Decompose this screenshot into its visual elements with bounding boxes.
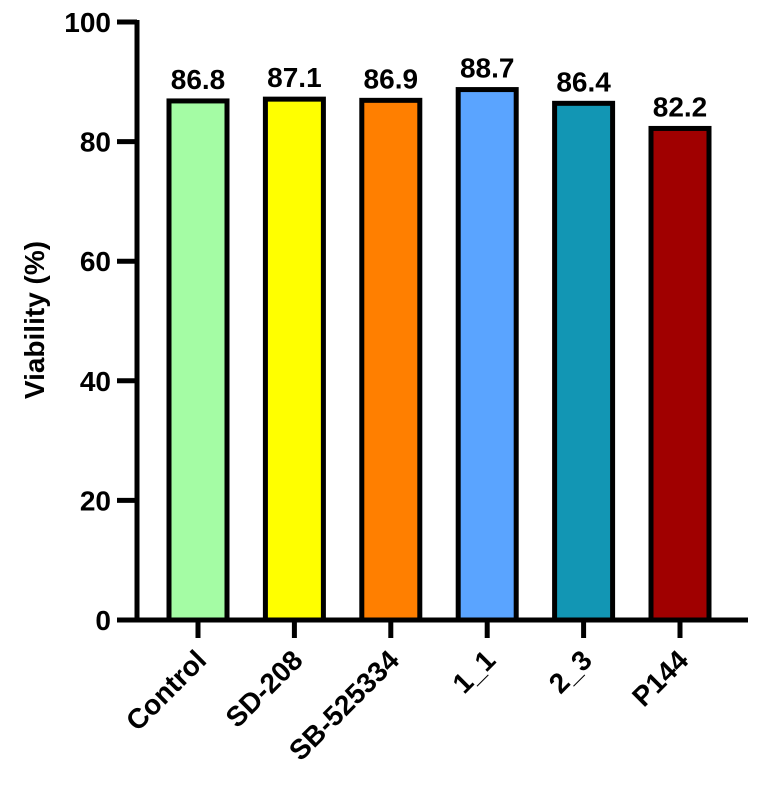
data-label: 86.9 (364, 63, 419, 94)
bar (552, 100, 616, 623)
y-tick-label: 100 (64, 7, 111, 38)
x-category-label: Control (120, 644, 212, 736)
y-tick-label: 40 (80, 366, 111, 397)
y-axis-title: Viability (%) (19, 241, 50, 399)
data-label: 82.2 (653, 91, 708, 122)
data-label: 86.4 (556, 66, 611, 97)
data-label: 88.7 (460, 53, 515, 84)
bar (359, 97, 423, 623)
bar (455, 87, 519, 623)
bar (262, 96, 326, 623)
x-category-label: 1_1 (446, 644, 501, 699)
data-label: 86.8 (171, 64, 226, 95)
bar (648, 125, 712, 623)
y-axis: 0 20 40 60 80 100 (64, 7, 140, 636)
y-tick-label: 0 (95, 605, 111, 636)
y-tick-label: 20 (80, 485, 111, 516)
y-tick-label: 80 (80, 127, 111, 158)
y-tick-label: 60 (80, 246, 111, 277)
x-category-label: SD-208 (220, 644, 309, 733)
bars: 86.8 87.1 86.9 88.7 86.4 82.2 (166, 53, 712, 623)
x-category-label: P144 (626, 644, 694, 712)
x-category-label: 2_3 (543, 644, 598, 699)
bar (166, 98, 230, 623)
data-label: 87.1 (267, 62, 322, 93)
